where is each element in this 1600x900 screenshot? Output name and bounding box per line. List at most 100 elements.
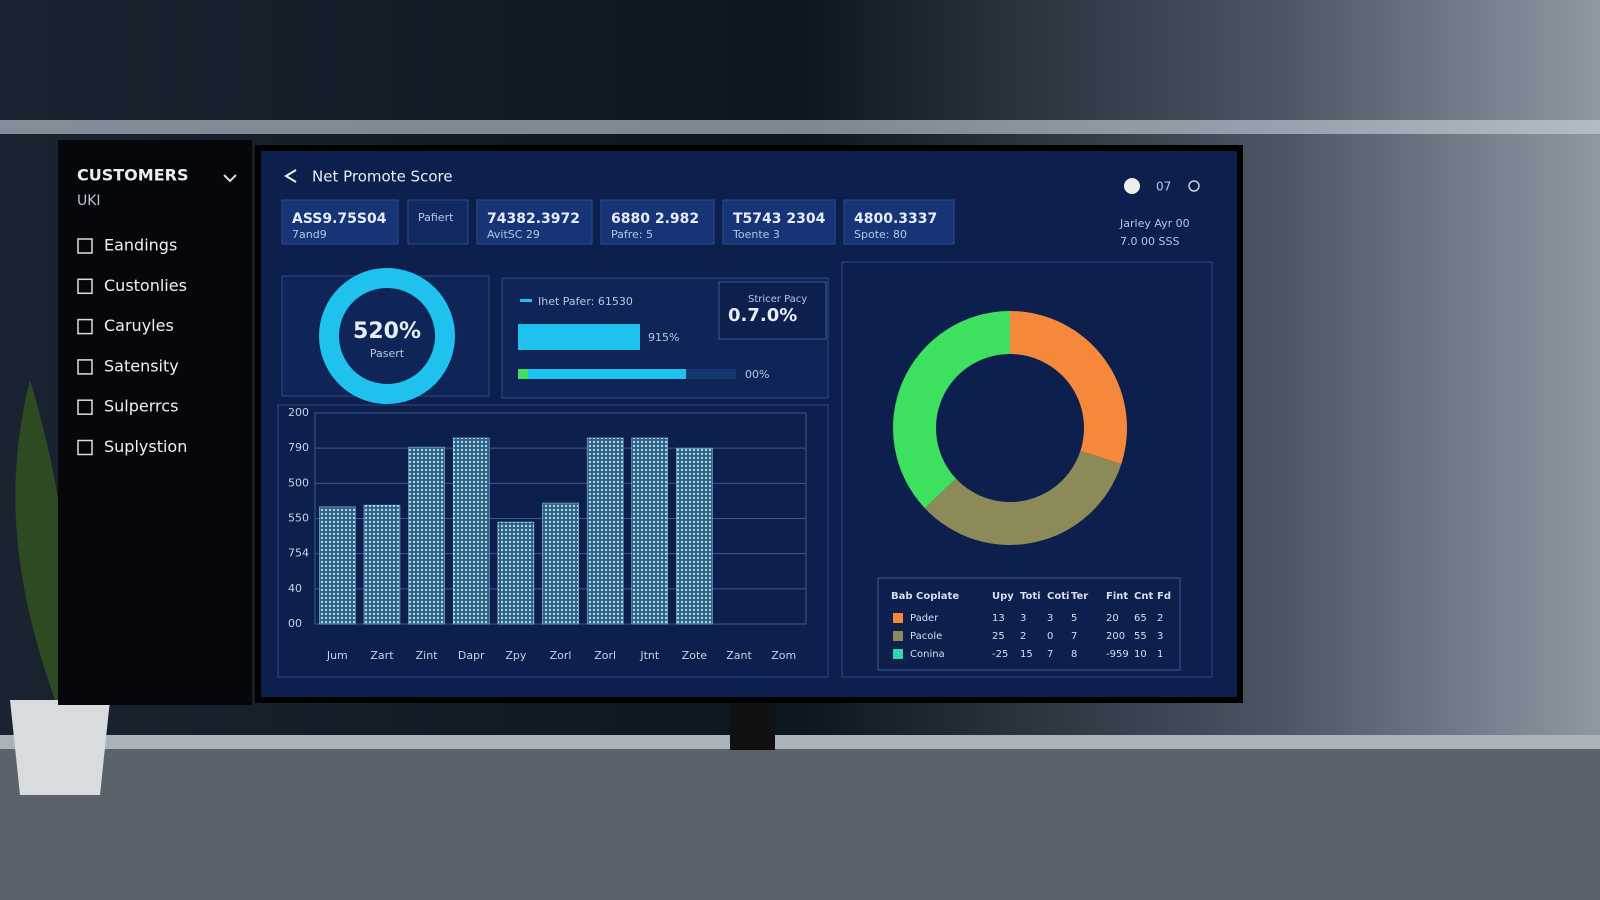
kpi-value: 74382.3972 — [487, 211, 580, 227]
kpi-label: AvitSC 29 — [487, 228, 540, 241]
header-title: Net Promote Score — [312, 168, 453, 186]
menu-icon — [77, 359, 93, 375]
y-tick-label: 550 — [288, 512, 309, 525]
legend-swatch — [893, 649, 903, 659]
gauge-ring — [319, 268, 455, 404]
table-cell: Conina — [910, 649, 945, 660]
menu-item[interactable]: Sulperrcs — [104, 397, 178, 416]
menu-item[interactable]: Caruyles — [104, 316, 174, 335]
kpi-card — [722, 199, 836, 245]
monitor-stand — [730, 700, 775, 750]
table-cell: 200 — [1106, 631, 1125, 642]
menu-icon — [77, 318, 93, 335]
gauge-value: 520% — [353, 319, 421, 344]
refresh-icon[interactable] — [1188, 180, 1200, 192]
legend-swatch — [893, 631, 903, 641]
table-header: Cnt — [1134, 591, 1153, 602]
table-cell: 20 — [1106, 613, 1119, 624]
x-tick-label: Jtnt — [639, 649, 660, 662]
kpi-value: 4800.3337 — [854, 211, 937, 227]
progress-bar — [518, 369, 686, 379]
kpi-value: T5743 2304 — [733, 211, 826, 227]
pie-panel — [841, 261, 1213, 678]
menu-item[interactable]: Custonlies — [104, 276, 187, 295]
table-cell: 7 — [1047, 649, 1053, 660]
menu-item[interactable]: Satensity — [104, 356, 179, 375]
table-cell: 55 — [1134, 631, 1147, 642]
kpi-card — [476, 199, 593, 245]
bar-panel — [277, 404, 829, 678]
progress-label: 915% — [648, 331, 679, 344]
header-date: Jarley Ayr 00 — [1119, 217, 1190, 230]
pie-slice — [924, 450, 1122, 545]
kpi-card — [843, 199, 955, 245]
sidebar — [58, 140, 252, 705]
y-tick-label: 754 — [288, 547, 309, 560]
kpi-value: 6880 2.982 — [611, 211, 699, 227]
x-tick-label: Zant — [726, 649, 752, 662]
stat-value: 0.7.0% — [728, 305, 797, 326]
table-cell: 5 — [1071, 613, 1077, 624]
table-cell: 3 — [1157, 631, 1163, 642]
kpi-label: Spote: 80 — [854, 228, 907, 241]
desk — [0, 740, 1600, 900]
table-cell: 2 — [1020, 631, 1026, 642]
menu-icon — [77, 278, 93, 295]
table-box — [877, 577, 1181, 671]
menu-item[interactable]: Eandings — [104, 236, 177, 255]
x-tick-label: Zart — [370, 649, 394, 662]
table-header: Fd — [1157, 591, 1171, 602]
table-cell: 2 — [1157, 613, 1163, 624]
menu-item[interactable]: Suplystion — [104, 437, 187, 456]
sidebar-title: CUSTOMERS — [77, 166, 188, 185]
table-cell: 3 — [1020, 613, 1026, 624]
table-header: Fint — [1106, 591, 1128, 602]
bar — [586, 437, 624, 625]
kpi-value: Pafiert — [418, 211, 454, 224]
y-tick-label: 500 — [288, 476, 309, 489]
table-header: Ter — [1071, 591, 1088, 602]
stat-label: Stricer Pacy — [748, 294, 807, 305]
table-cell: Pacole — [910, 631, 942, 642]
legend-swatch — [520, 299, 532, 302]
table-cell: 25 — [992, 631, 1005, 642]
y-tick-label: 200 — [288, 406, 309, 419]
bar — [319, 506, 356, 625]
x-tick-label: Jum — [326, 649, 348, 662]
x-tick-label: Zote — [682, 649, 708, 662]
table-cell: 8 — [1071, 649, 1077, 660]
kpi-label: Pafre: 5 — [611, 228, 653, 241]
kpi-card — [281, 199, 399, 245]
x-tick-label: Zpy — [505, 649, 527, 662]
table-cell: 65 — [1134, 613, 1147, 624]
table-header: Upy — [992, 591, 1014, 602]
bar — [542, 502, 579, 625]
table-header: Toti — [1020, 591, 1041, 602]
gauge-label: Pasert — [370, 347, 405, 360]
table-cell: 13 — [992, 613, 1005, 624]
x-tick-label: Zorl — [550, 649, 572, 662]
desk-edge — [0, 735, 1600, 749]
pie-slice — [1010, 311, 1127, 465]
table-cell: 15 — [1020, 649, 1033, 660]
bar — [452, 437, 490, 625]
y-tick-label: 790 — [288, 441, 309, 454]
table-cell: 10 — [1134, 649, 1147, 660]
x-tick-label: Zom — [771, 649, 796, 662]
menu-icon — [77, 238, 93, 254]
chevron[interactable] — [223, 174, 237, 183]
x-tick-label: Dapr — [458, 649, 485, 662]
back-button[interactable] — [284, 169, 297, 183]
stat-box — [718, 281, 827, 340]
sidebar-subtitle: UKI — [77, 193, 101, 209]
bar — [631, 437, 669, 625]
table-cell: 7 — [1071, 631, 1077, 642]
table-header: Bab Coplate — [891, 591, 959, 602]
pie-slice — [893, 311, 1010, 509]
progress-start — [518, 369, 528, 379]
table-cell: 3 — [1047, 613, 1053, 624]
x-tick-label: Zorl — [594, 649, 616, 662]
table-cell: -25 — [992, 649, 1008, 660]
plant-pot — [10, 700, 110, 795]
